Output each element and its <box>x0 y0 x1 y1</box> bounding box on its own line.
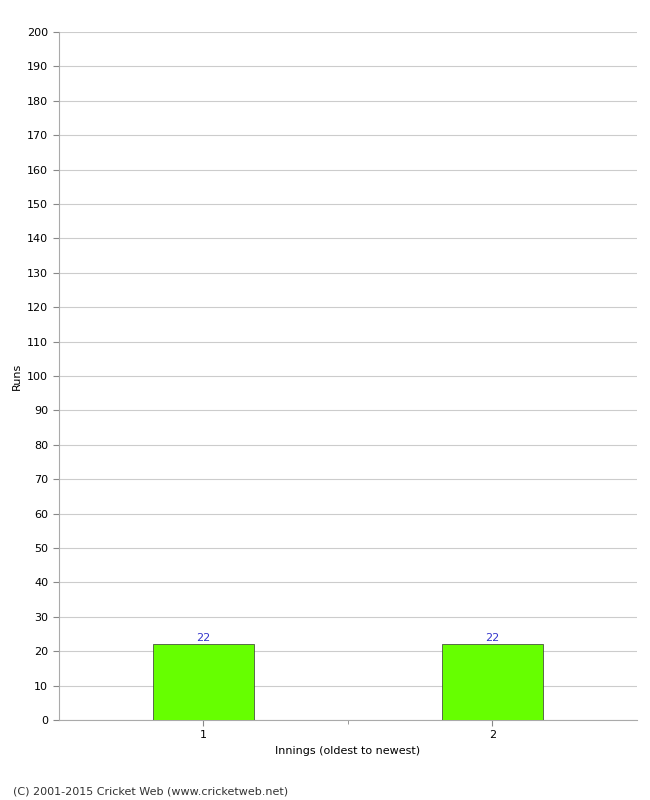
Bar <box>442 644 543 720</box>
Y-axis label: Runs: Runs <box>12 362 21 390</box>
X-axis label: Innings (oldest to newest): Innings (oldest to newest) <box>275 746 421 756</box>
Text: (C) 2001-2015 Cricket Web (www.cricketweb.net): (C) 2001-2015 Cricket Web (www.cricketwe… <box>13 786 288 796</box>
Bar <box>153 644 254 720</box>
Text: 22: 22 <box>486 633 499 642</box>
Text: 22: 22 <box>196 633 210 642</box>
